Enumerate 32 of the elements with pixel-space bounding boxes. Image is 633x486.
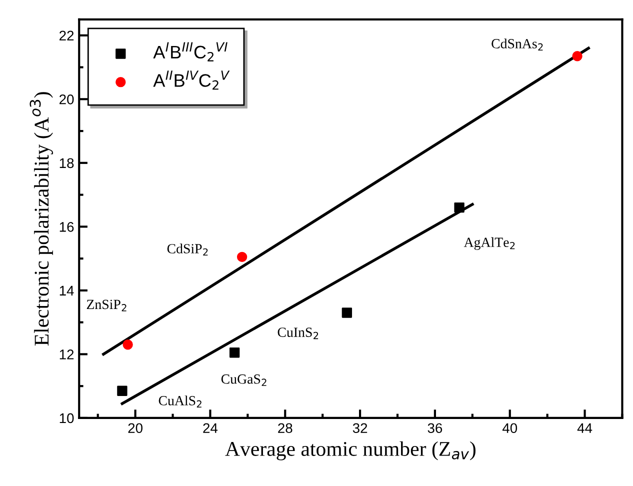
point xyxy=(236,252,248,262)
x-tick-label: 28 xyxy=(278,423,292,434)
point xyxy=(454,202,464,213)
legend-label: A$^{I}$B$^{III}$C$_{2}$$^{VI}$ xyxy=(153,42,228,62)
legend-label: A$^{II}$B$^{IV}$C$_{2}$$^{V}$ xyxy=(153,70,230,90)
annotation: AgAlTe$_{2}$ xyxy=(464,237,515,250)
annotation: CuAlS$_{2}$ xyxy=(158,396,202,408)
x-tick-label: 44 xyxy=(577,423,592,433)
x-tick-label: 36 xyxy=(428,423,442,434)
point xyxy=(122,340,133,350)
x-axis-title: Average atomic number (Z$_{av}$) xyxy=(225,441,476,460)
y-tick-label: 18 xyxy=(60,158,74,168)
x-tick-label: 40 xyxy=(502,423,518,434)
annotation: CdSiP$_{2}$ xyxy=(167,244,208,256)
annotation: CdSnAs$_{2}$ xyxy=(492,38,543,51)
annotation: CuGaS$_{2}$ xyxy=(221,374,266,386)
x-tick-label: 24 xyxy=(203,423,218,433)
point xyxy=(572,51,582,62)
y-axis-title: Electronic polarizability (A$^{o3}$) xyxy=(30,92,54,346)
x-tick-label: 20 xyxy=(128,423,142,434)
point xyxy=(342,308,352,318)
annotation: CuInS$_{2}$ xyxy=(278,328,318,340)
point xyxy=(229,348,240,358)
y-tick-label: 10 xyxy=(60,413,74,424)
annotation: ZnSiP$_{2}$ xyxy=(86,300,126,312)
y-tick-label: 16 xyxy=(60,222,74,232)
y-tick-label: 12 xyxy=(60,350,74,360)
y-tick-label: 14 xyxy=(60,286,74,296)
x-tick-label: 32 xyxy=(352,423,368,434)
y-tick-label: 20 xyxy=(60,94,74,104)
point xyxy=(117,386,128,396)
y-tick-label: 22 xyxy=(60,30,74,40)
